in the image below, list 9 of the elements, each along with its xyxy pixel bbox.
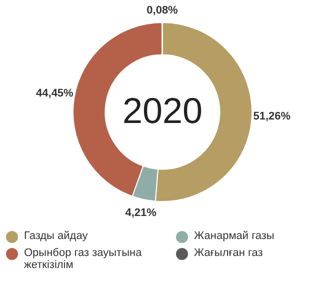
data-label: 51,26%: [253, 110, 291, 122]
legend-label: Жанармай газы: [194, 230, 274, 242]
data-label: 4,21%: [125, 206, 157, 219]
data-label: 0,08%: [146, 4, 178, 17]
legend-label: Газды айдау: [24, 230, 88, 242]
legend-label: Орынбор газ зауытына жеткізілім: [24, 247, 143, 271]
data-label: 44,45%: [36, 88, 74, 100]
legend-label: Жағылған газ: [194, 247, 263, 259]
text: 2020: [122, 90, 203, 131]
